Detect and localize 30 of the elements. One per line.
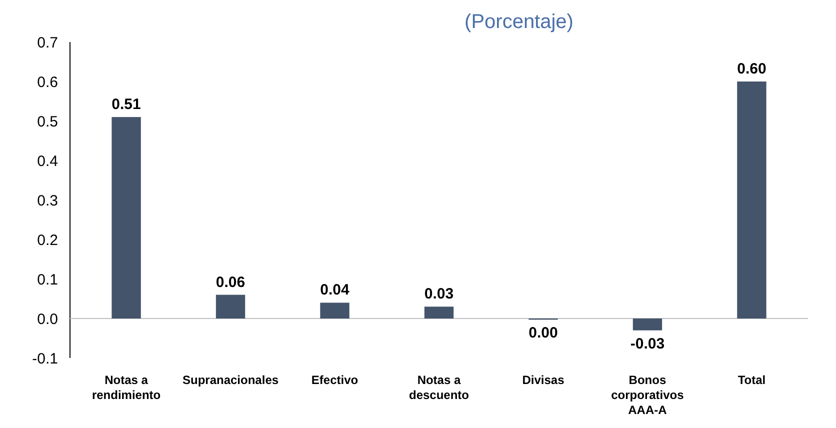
bar — [737, 82, 766, 318]
y-tick-label: 0.3 — [37, 192, 58, 210]
y-tick-label: 0.7 — [37, 34, 58, 52]
y-tick-label: 0.5 — [37, 113, 58, 130]
x-tick-label: Supranacionales — [182, 373, 279, 387]
data-label: 0.03 — [424, 286, 454, 303]
data-label: 0.06 — [216, 274, 246, 291]
y-tick-label: 0.6 — [37, 74, 58, 91]
x-tick-label: Bonos corporativos AAA-A — [611, 373, 684, 417]
y-tick-label: 0.2 — [37, 232, 58, 249]
data-label: -0.03 — [630, 335, 665, 352]
bar — [424, 306, 454, 318]
x-tick-label: Divisas — [522, 373, 565, 387]
bar — [216, 294, 246, 318]
data-label: 0.00 — [528, 324, 558, 342]
bar — [112, 117, 141, 318]
y-tick-label: 0.1 — [37, 271, 58, 288]
bar — [320, 302, 350, 318]
y-tick-label: 0.4 — [37, 152, 58, 170]
data-label: 0.04 — [320, 282, 350, 299]
chart-title: (Porcentaje) — [464, 11, 574, 33]
y-tick-label: 0.0 — [37, 310, 58, 328]
x-tick-label: Total — [738, 373, 766, 387]
x-tick-label: Efectivo — [311, 373, 358, 387]
data-label: 0.60 — [737, 60, 766, 78]
x-tick-label: Notas a rendimiento — [92, 373, 161, 402]
bar — [632, 318, 662, 330]
data-label: 0.51 — [112, 96, 141, 114]
y-tick-label: -0.1 — [32, 350, 58, 368]
x-tick-label: Notas a descuento — [408, 373, 470, 402]
